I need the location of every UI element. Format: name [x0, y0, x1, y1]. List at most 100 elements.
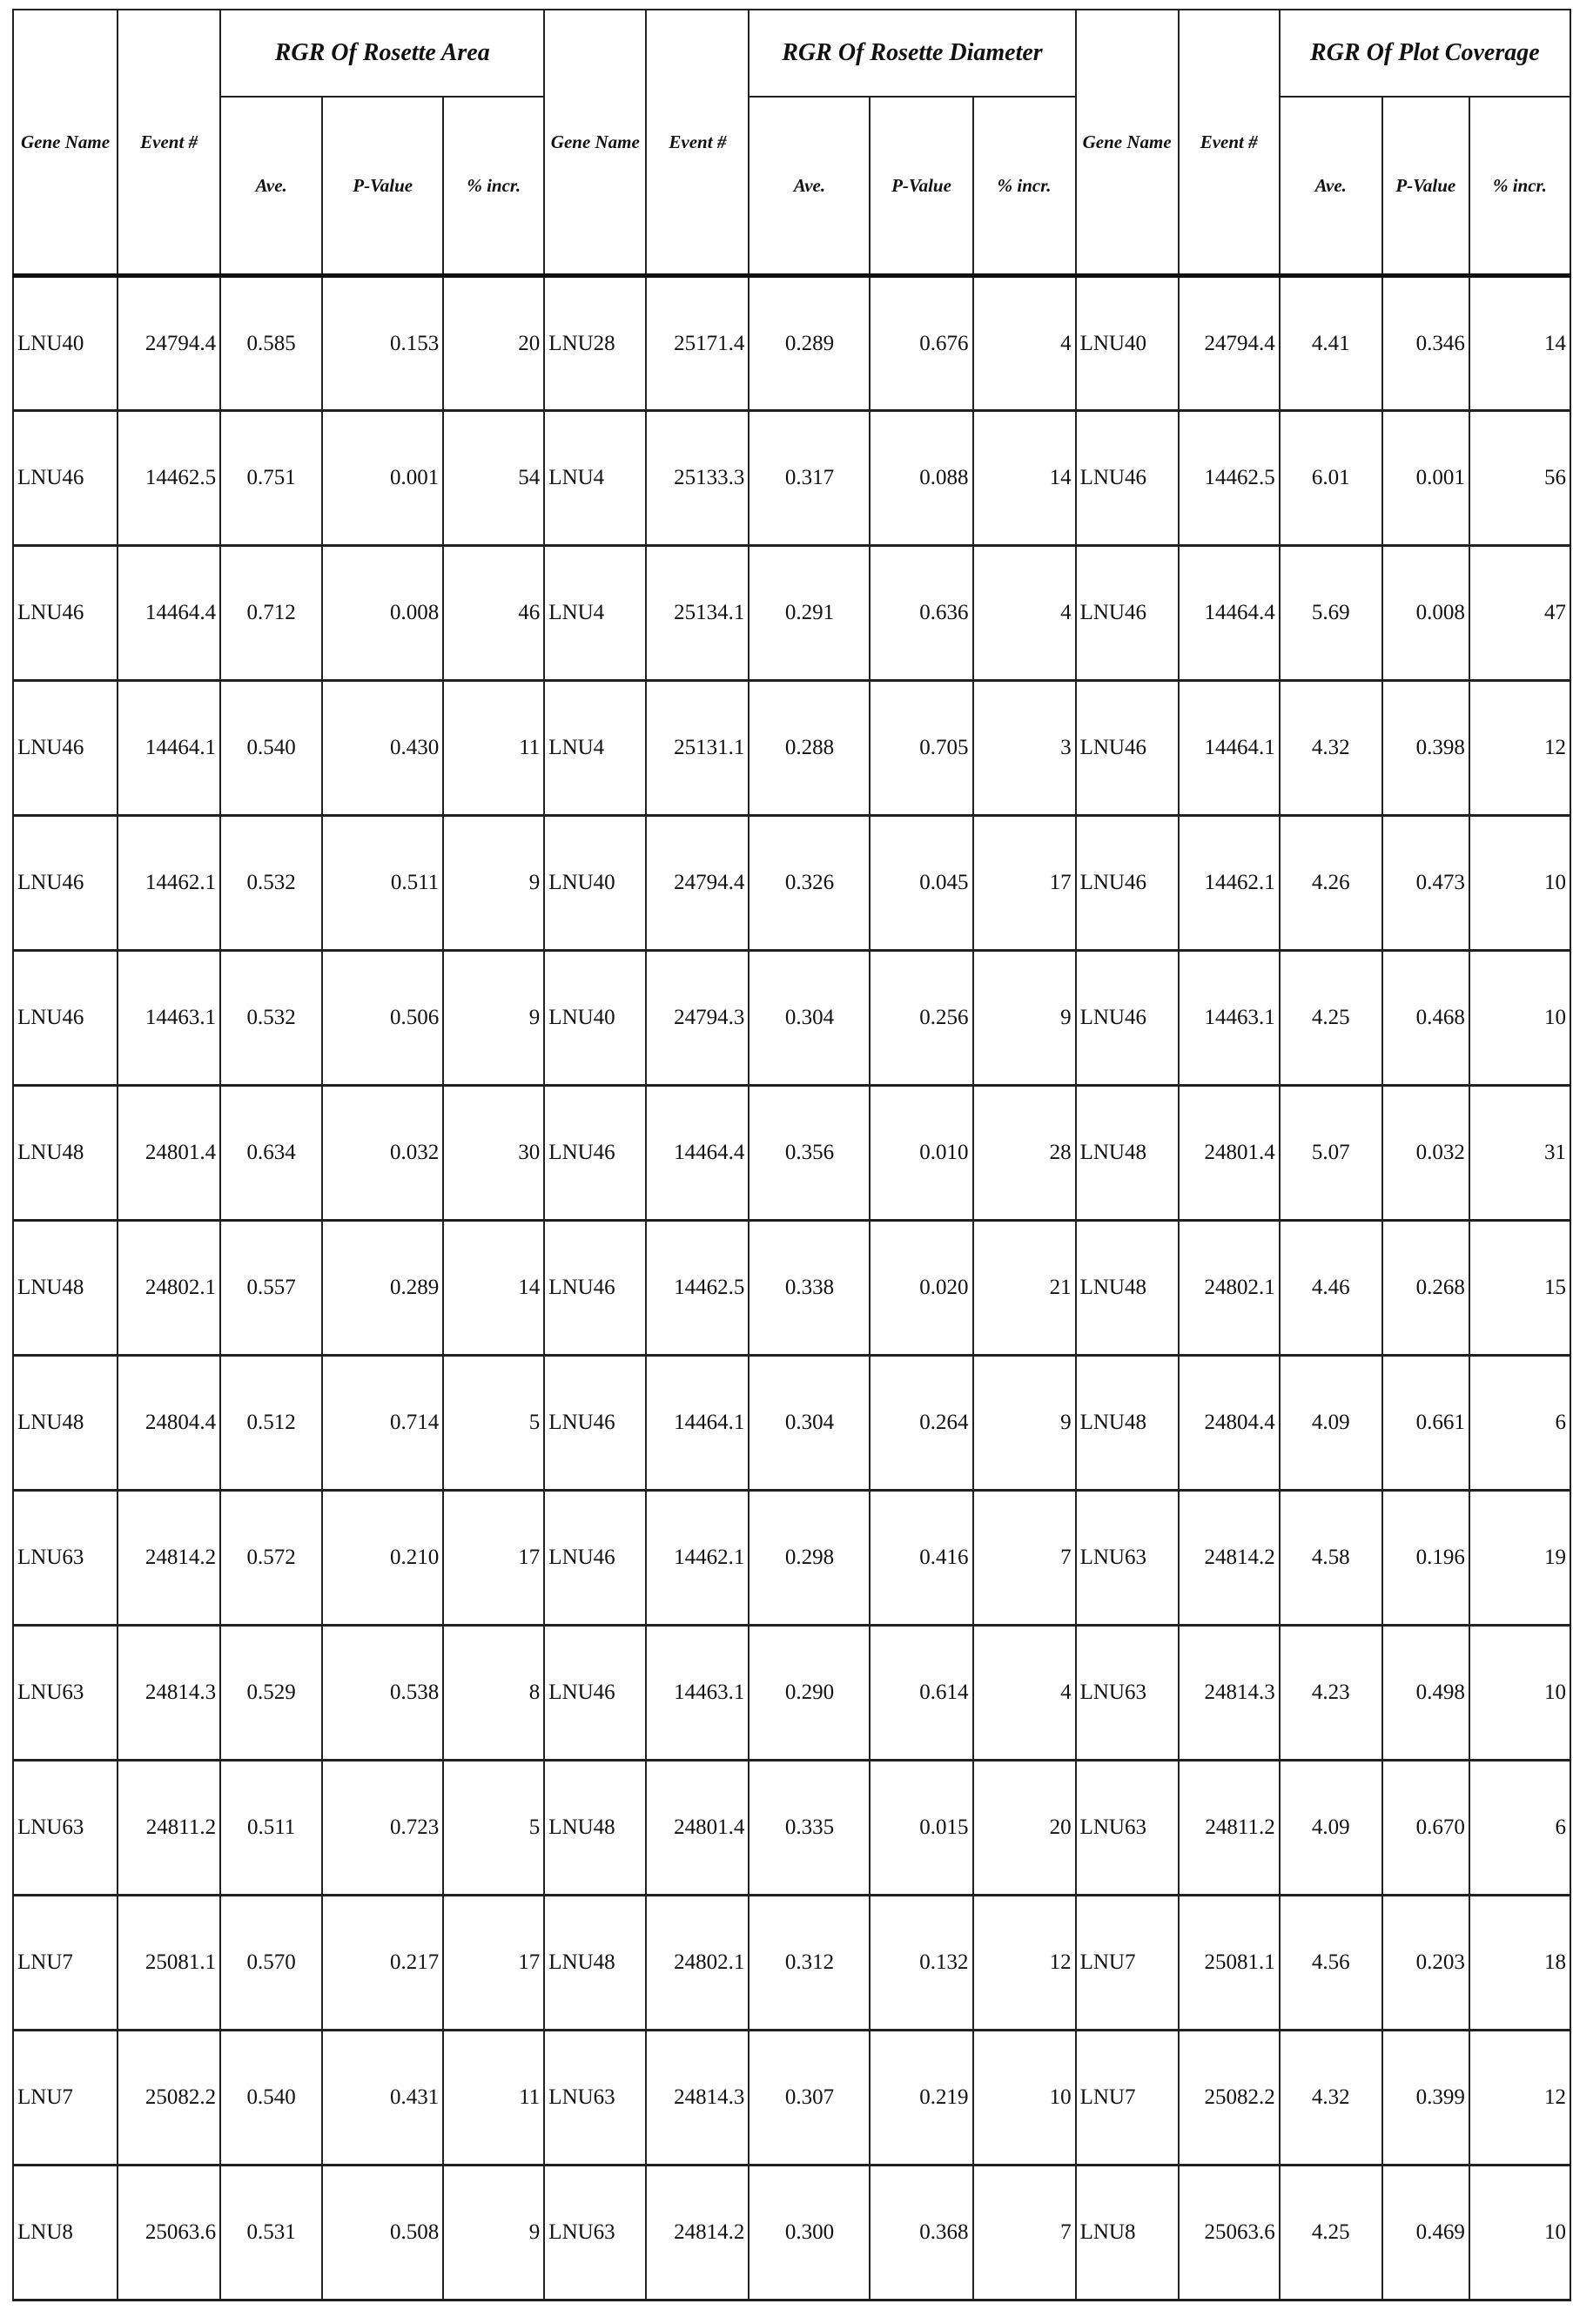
- cell-percent-increase: 17: [973, 816, 1076, 951]
- cell-gene-name: LNU40: [1076, 276, 1179, 411]
- cell-gene-name: LNU48: [13, 1086, 118, 1221]
- header-gene-name: Gene Name: [13, 10, 118, 276]
- table-row: LNU6324814.30.5290.5388LNU4614463.10.290…: [13, 1626, 1570, 1761]
- cell-event-number: 25082.2: [1179, 2031, 1280, 2166]
- cell-ave: 6.01: [1280, 411, 1382, 546]
- cell-ave: 0.585: [220, 276, 322, 411]
- cell-percent-increase: 9: [443, 816, 544, 951]
- cell-gene-name: LNU48: [1076, 1086, 1179, 1221]
- cell-percent-increase: 14: [973, 411, 1076, 546]
- cell-ave: 0.288: [749, 681, 870, 816]
- cell-ave: 0.540: [220, 681, 322, 816]
- cell-p-value: 0.001: [1382, 411, 1469, 546]
- cell-gene-name: LNU46: [1076, 951, 1179, 1086]
- cell-ave: 0.572: [220, 1491, 322, 1626]
- cell-percent-increase: 5: [443, 1761, 544, 1896]
- header-pvalue: P-Value: [322, 97, 443, 276]
- cell-p-value: 0.045: [870, 816, 972, 951]
- header-event: Event #: [118, 10, 220, 276]
- table-row: LNU4024794.40.5850.15320LNU2825171.40.28…: [13, 276, 1570, 411]
- cell-gene-name: LNU8: [1076, 2166, 1179, 2300]
- cell-gene-name: LNU7: [1076, 1896, 1179, 2031]
- cell-gene-name: LNU40: [544, 816, 646, 951]
- table-row: LNU4614464.40.7120.00846LNU425134.10.291…: [13, 546, 1570, 681]
- header-incr: % incr.: [973, 97, 1076, 276]
- cell-event-number: 24804.4: [118, 1356, 220, 1491]
- cell-ave: 4.56: [1280, 1896, 1382, 2031]
- cell-gene-name: LNU63: [1076, 1761, 1179, 1896]
- cell-event-number: 24814.2: [118, 1491, 220, 1626]
- cell-ave: 4.32: [1280, 681, 1382, 816]
- cell-p-value: 0.256: [870, 951, 972, 1086]
- cell-event-number: 14464.1: [118, 681, 220, 816]
- cell-p-value: 0.538: [322, 1626, 443, 1761]
- cell-percent-increase: 20: [443, 276, 544, 411]
- table-row: LNU725082.20.5400.43111LNU6324814.30.307…: [13, 2031, 1570, 2166]
- cell-percent-increase: 11: [443, 2031, 544, 2166]
- cell-percent-increase: 20: [973, 1761, 1076, 1896]
- cell-ave: 0.338: [749, 1221, 870, 1356]
- cell-ave: 4.25: [1280, 2166, 1382, 2300]
- cell-gene-name: LNU46: [13, 951, 118, 1086]
- cell-p-value: 0.008: [1382, 546, 1469, 681]
- cell-event-number: 24794.4: [1179, 276, 1280, 411]
- cell-p-value: 0.088: [870, 411, 972, 546]
- cell-event-number: 14462.1: [118, 816, 220, 951]
- cell-p-value: 0.289: [322, 1221, 443, 1356]
- cell-p-value: 0.020: [870, 1221, 972, 1356]
- cell-p-value: 0.032: [1382, 1086, 1469, 1221]
- cell-percent-increase: 10: [1469, 951, 1570, 1086]
- cell-p-value: 0.636: [870, 546, 972, 681]
- cell-event-number: 25082.2: [118, 2031, 220, 2166]
- header-group-rosette-area: RGR Of Rosette Area: [220, 10, 544, 97]
- cell-gene-name: LNU28: [544, 276, 646, 411]
- header-ave: Ave.: [1280, 97, 1382, 276]
- header-incr: % incr.: [443, 97, 544, 276]
- cell-gene-name: LNU40: [544, 951, 646, 1086]
- cell-event-number: 24801.4: [118, 1086, 220, 1221]
- cell-event-number: 14464.4: [1179, 546, 1280, 681]
- cell-gene-name: LNU63: [13, 1626, 118, 1761]
- cell-ave: 4.23: [1280, 1626, 1382, 1761]
- cell-ave: 0.307: [749, 2031, 870, 2166]
- cell-gene-name: LNU46: [13, 816, 118, 951]
- cell-percent-increase: 12: [1469, 2031, 1570, 2166]
- cell-gene-name: LNU40: [13, 276, 118, 411]
- cell-gene-name: LNU4: [544, 681, 646, 816]
- header-gene-name: Gene Name: [1076, 10, 1179, 276]
- cell-p-value: 0.468: [1382, 951, 1469, 1086]
- header-row-groups: Gene Name Event # RGR Of Rosette Area Ge…: [13, 10, 1570, 97]
- cell-percent-increase: 12: [973, 1896, 1076, 2031]
- cell-percent-increase: 3: [973, 681, 1076, 816]
- cell-gene-name: LNU46: [1076, 816, 1179, 951]
- cell-event-number: 24802.1: [1179, 1221, 1280, 1356]
- cell-percent-increase: 4: [973, 546, 1076, 681]
- cell-percent-increase: 10: [1469, 2166, 1570, 2300]
- cell-event-number: 25131.1: [646, 681, 749, 816]
- header-gene-name: Gene Name: [544, 10, 646, 276]
- cell-event-number: 25081.1: [1179, 1896, 1280, 2031]
- cell-ave: 0.529: [220, 1626, 322, 1761]
- cell-ave: 0.751: [220, 411, 322, 546]
- cell-p-value: 0.203: [1382, 1896, 1469, 2031]
- table-row: LNU4614462.10.5320.5119LNU4024794.40.326…: [13, 816, 1570, 951]
- cell-event-number: 14462.5: [646, 1221, 749, 1356]
- cell-p-value: 0.714: [322, 1356, 443, 1491]
- cell-event-number: 14464.1: [1179, 681, 1280, 816]
- cell-gene-name: LNU46: [13, 411, 118, 546]
- cell-percent-increase: 14: [443, 1221, 544, 1356]
- cell-percent-increase: 18: [1469, 1896, 1570, 2031]
- cell-percent-increase: 11: [443, 681, 544, 816]
- cell-ave: 0.304: [749, 951, 870, 1086]
- header-incr: % incr.: [1469, 97, 1570, 276]
- cell-p-value: 0.264: [870, 1356, 972, 1491]
- cell-p-value: 0.508: [322, 2166, 443, 2300]
- cell-event-number: 24801.4: [1179, 1086, 1280, 1221]
- cell-p-value: 0.008: [322, 546, 443, 681]
- table-row: LNU4614463.10.5320.5069LNU4024794.30.304…: [13, 951, 1570, 1086]
- header-ave: Ave.: [749, 97, 870, 276]
- cell-ave: 0.531: [220, 2166, 322, 2300]
- cell-event-number: 24794.4: [646, 816, 749, 951]
- cell-gene-name: LNU7: [13, 1896, 118, 2031]
- cell-event-number: 25063.6: [118, 2166, 220, 2300]
